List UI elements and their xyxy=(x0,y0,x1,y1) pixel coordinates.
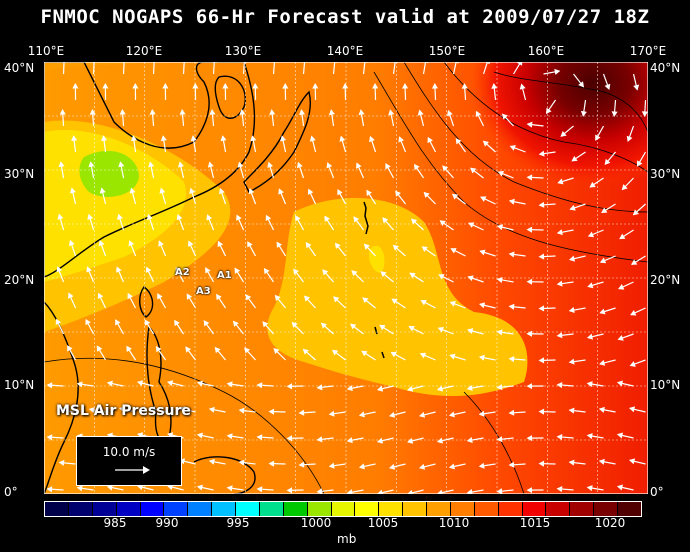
reference-vector-box: 10.0 m/s xyxy=(76,436,182,486)
colorbar-cell xyxy=(332,502,356,516)
colorbar-cell xyxy=(570,502,594,516)
lat-label-10n-right: 10°N xyxy=(650,378,680,392)
site-label-a1: A1 xyxy=(217,270,232,281)
lon-label-120e: 120°E xyxy=(126,44,163,58)
lat-label-0-right: 0° xyxy=(650,485,664,499)
colorbar-cell xyxy=(355,502,379,516)
colorbar-tick-990: 990 xyxy=(156,516,179,530)
colorbar-cell xyxy=(260,502,284,516)
lon-label-160e: 160°E xyxy=(528,44,565,58)
colorbar-cell xyxy=(188,502,212,516)
colorbar-tick-1015: 1015 xyxy=(520,516,551,530)
lat-label-20n-right: 20°N xyxy=(650,273,680,287)
pressure-map xyxy=(44,62,648,494)
site-label-a2: A2 xyxy=(175,267,190,278)
colorbar-cell xyxy=(141,502,165,516)
lon-label-110e: 110°E xyxy=(28,44,65,58)
colorbar-cell xyxy=(236,502,260,516)
colorbar-cell xyxy=(284,502,308,516)
lat-label-40n-right: 40°N xyxy=(650,61,680,75)
lon-label-150e: 150°E xyxy=(429,44,466,58)
colorbar-cell xyxy=(164,502,188,516)
lon-label-170e: 170°E xyxy=(630,44,667,58)
colorbar-cell xyxy=(499,502,523,516)
colorbar-cell xyxy=(379,502,403,516)
colorbar-cell xyxy=(523,502,547,516)
field-label: MSL Air Pressure xyxy=(56,403,191,419)
reference-arrow-icon xyxy=(113,465,153,475)
lon-label-140e: 140°E xyxy=(327,44,364,58)
lon-label-130e: 130°E xyxy=(225,44,262,58)
colorbar-tick-985: 985 xyxy=(104,516,127,530)
colorbar-cell xyxy=(594,502,618,516)
colorbar-cell xyxy=(618,502,641,516)
colorbar-tick-1000: 1000 xyxy=(301,516,332,530)
colorbar-tick-995: 995 xyxy=(227,516,250,530)
lat-label-10n-left: 10°N xyxy=(4,378,34,392)
lat-label-30n-right: 30°N xyxy=(650,167,680,181)
colorbar-cell xyxy=(427,502,451,516)
map-title: FNMOC NOGAPS 66-Hr Forecast valid at 200… xyxy=(0,6,690,28)
lat-label-0-left: 0° xyxy=(4,485,18,499)
lat-label-20n-left: 20°N xyxy=(4,273,34,287)
colorbar xyxy=(44,501,642,517)
lat-label-30n-left: 30°N xyxy=(4,167,34,181)
colorbar-tick-1005: 1005 xyxy=(368,516,399,530)
colorbar-cell xyxy=(69,502,93,516)
colorbar-cell xyxy=(45,502,69,516)
colorbar-cell xyxy=(93,502,117,516)
colorbar-tick-1010: 1010 xyxy=(439,516,470,530)
colorbar-cell xyxy=(117,502,141,516)
colorbar-cell xyxy=(403,502,427,516)
colorbar-unit: mb xyxy=(337,532,356,546)
lat-label-40n-left: 40°N xyxy=(4,61,34,75)
colorbar-cell xyxy=(308,502,332,516)
colorbar-cell xyxy=(546,502,570,516)
reference-vector-label: 10.0 m/s xyxy=(77,445,181,459)
colorbar-cell xyxy=(475,502,499,516)
colorbar-cell xyxy=(451,502,475,516)
colorbar-tick-1020: 1020 xyxy=(595,516,626,530)
site-label-a3: A3 xyxy=(196,286,211,297)
pressure-high xyxy=(344,62,648,322)
colorbar-cell xyxy=(212,502,236,516)
